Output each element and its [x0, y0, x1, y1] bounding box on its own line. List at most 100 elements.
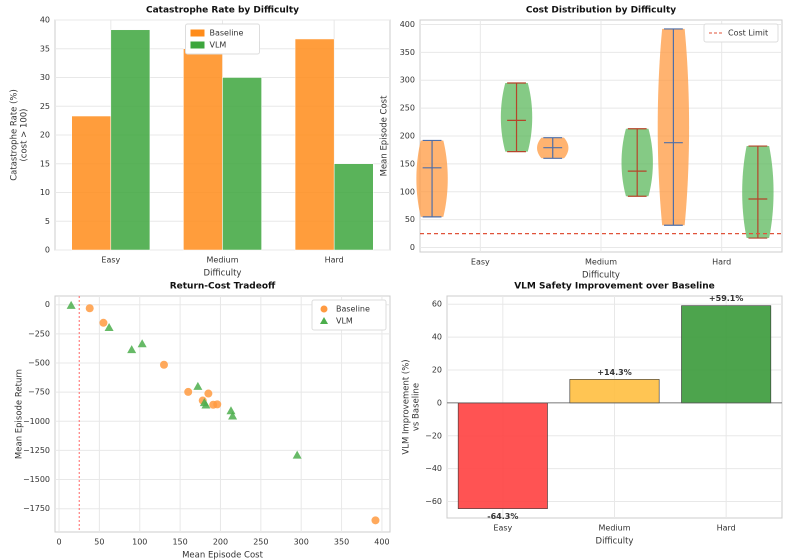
y-tick-label: 0	[45, 246, 50, 255]
y-tick-label: 150	[400, 159, 415, 168]
x-tick-label: Easy	[493, 524, 512, 533]
point	[127, 345, 137, 354]
legend-box	[703, 23, 779, 43]
y-tick-label: −60	[425, 497, 442, 506]
y-tick-label: 60	[432, 300, 442, 309]
y-tick-label: 30	[40, 73, 50, 82]
legend-box	[311, 299, 387, 331]
point	[201, 400, 211, 409]
chart-title: Catastrophe Rate by Difficulty	[146, 6, 299, 16]
y-axis-label: Mean Episode Cost	[380, 95, 390, 177]
legend-label: Baseline	[336, 305, 370, 314]
legend-label: Baseline	[210, 29, 244, 38]
legend-swatch	[190, 29, 205, 37]
legend: Baseline VLM	[185, 23, 260, 55]
bar	[569, 379, 660, 404]
value-label: -64.3%	[487, 512, 518, 521]
value-label: +14.3%	[597, 368, 631, 377]
y-tick-label: 0	[45, 300, 50, 309]
y-axis-label: Mean Episode Return	[15, 369, 25, 459]
x-tick-label: 300	[294, 538, 309, 547]
x-axis-label: Difficulty	[596, 537, 634, 547]
x-tick-label: Medium	[207, 256, 239, 265]
y-tick-label: 20	[432, 366, 442, 375]
x-tick-label: 0	[56, 538, 61, 547]
bar	[183, 48, 223, 251]
y-tick-label: −750	[28, 388, 50, 397]
point	[85, 304, 94, 313]
y-tick-label: 100	[400, 187, 415, 196]
legend-label: VLM	[336, 317, 353, 326]
y-tick-label: 200	[400, 132, 415, 141]
y-tick-label: 50	[405, 215, 415, 224]
y-tick-label: 20	[40, 131, 50, 140]
legend-swatch	[320, 305, 328, 313]
y-tick-label: −250	[28, 329, 50, 338]
point	[104, 322, 114, 331]
bar	[222, 77, 262, 251]
x-tick-label: Medium	[585, 258, 617, 267]
point	[292, 450, 302, 459]
legend-label: VLM	[210, 41, 227, 50]
y-tick-label: 0	[410, 243, 415, 252]
x-tick-label: 100	[132, 538, 147, 547]
x-tick-label: 400	[374, 538, 389, 547]
point	[184, 387, 193, 396]
y-tick-label: 40	[40, 16, 50, 25]
point	[226, 406, 236, 415]
y-tick-label: 10	[40, 188, 50, 197]
x-axis-label: Difficulty	[204, 269, 242, 279]
y-tick-label: 0	[437, 398, 442, 407]
y-tick-label: 400	[400, 20, 415, 29]
point	[99, 318, 108, 327]
bar	[294, 38, 335, 251]
point	[228, 411, 238, 420]
bar	[333, 163, 374, 251]
x-tick-label: 250	[253, 538, 268, 547]
point	[193, 381, 203, 390]
x-tick-label: 50	[94, 538, 104, 547]
y-tick-label: 300	[400, 76, 415, 85]
x-tick-label: 150	[172, 538, 187, 547]
point	[137, 339, 147, 348]
y-tick-label: 25	[40, 102, 50, 111]
legend: Cost Limit	[703, 23, 779, 43]
y-tick-label: 35	[40, 44, 50, 53]
point	[213, 400, 222, 409]
y-tick-label: −20	[425, 431, 442, 440]
y-tick-label: 250	[400, 104, 415, 113]
y-tick-label: −1250	[23, 446, 50, 455]
x-axis-label: Mean Episode Cost	[182, 551, 264, 560]
x-tick-label: Hard	[325, 256, 344, 265]
y-axis-label: (cost > 100)	[20, 108, 30, 161]
y-tick-label: 5	[45, 217, 50, 226]
y-tick-label: 350	[400, 48, 415, 57]
bar	[71, 115, 112, 251]
y-axis-label: vs Baseline	[412, 383, 422, 431]
chart-title: VLM Safety Improvement over Baseline	[514, 282, 715, 292]
y-tick-label: 15	[40, 159, 50, 168]
y-axis-label: Catastrophe Rate (%)	[10, 89, 20, 181]
chart-title: Cost Distribution by Difficulty	[526, 6, 676, 16]
legend-swatch	[320, 317, 328, 324]
y-tick-label: −40	[425, 464, 442, 473]
x-tick-label: Easy	[471, 258, 490, 267]
point	[204, 389, 213, 398]
chart-title: Return-Cost Tradeoff	[170, 282, 276, 292]
x-tick-label: Medium	[599, 524, 631, 533]
y-tick-label: −1500	[23, 475, 50, 484]
x-tick-label: Easy	[101, 256, 120, 265]
bar	[457, 402, 548, 509]
y-tick-label: 40	[432, 333, 442, 342]
y-tick-label: −1000	[23, 417, 50, 426]
legend-swatch	[190, 41, 205, 49]
bar	[110, 29, 151, 251]
y-axis-label: VLM Improvement (%)	[402, 359, 412, 454]
y-tick-label: −500	[28, 359, 50, 368]
value-label: +59.1%	[709, 294, 743, 303]
x-tick-label: 350	[334, 538, 349, 547]
legend: Baseline VLM	[311, 299, 387, 331]
x-tick-label: 200	[213, 538, 228, 547]
plot-area	[54, 295, 391, 533]
point	[66, 300, 76, 309]
